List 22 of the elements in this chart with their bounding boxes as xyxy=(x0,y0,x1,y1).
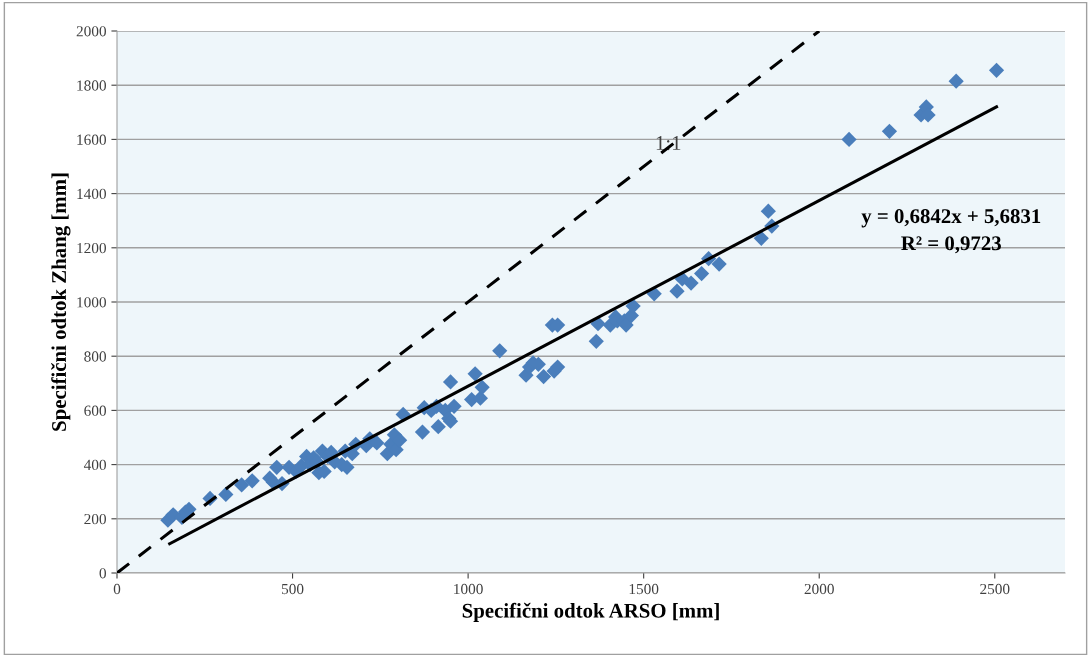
y-tick-label: 200 xyxy=(84,513,106,525)
y-tick-label: 1400 xyxy=(77,188,106,200)
x-axis-title: Specifični odtok ARSO [mm] xyxy=(462,602,719,622)
y-tick-label: 1000 xyxy=(77,297,106,308)
x-tick-label: 500 xyxy=(281,583,304,595)
y-tick-label: 2000 xyxy=(76,26,106,37)
x-tick-label: 1000 xyxy=(454,583,483,595)
x-tick-label: 0 xyxy=(113,583,121,595)
y-tick-label: 1600 xyxy=(77,134,106,145)
x-tick-label: 2500 xyxy=(980,583,1010,595)
y-tick-label: 1800 xyxy=(77,80,106,91)
y-axis-title: Specifični odtok Zhang [mm] xyxy=(51,173,71,431)
x-tick-label: 1500 xyxy=(629,583,659,595)
annotation: 1:1 xyxy=(656,136,681,151)
x-tick-label: 2000 xyxy=(804,583,834,595)
y-tick-label: 600 xyxy=(84,405,106,416)
y-tick-label: 0 xyxy=(99,568,106,579)
y-tick-label: 400 xyxy=(83,459,106,471)
y-tick-label: 800 xyxy=(84,351,106,362)
annotation: R² = 0,9723 xyxy=(901,236,1001,254)
y-tick-label: 1200 xyxy=(77,242,106,254)
annotation: y = 0,6842x + 5,6831 xyxy=(861,209,1041,228)
